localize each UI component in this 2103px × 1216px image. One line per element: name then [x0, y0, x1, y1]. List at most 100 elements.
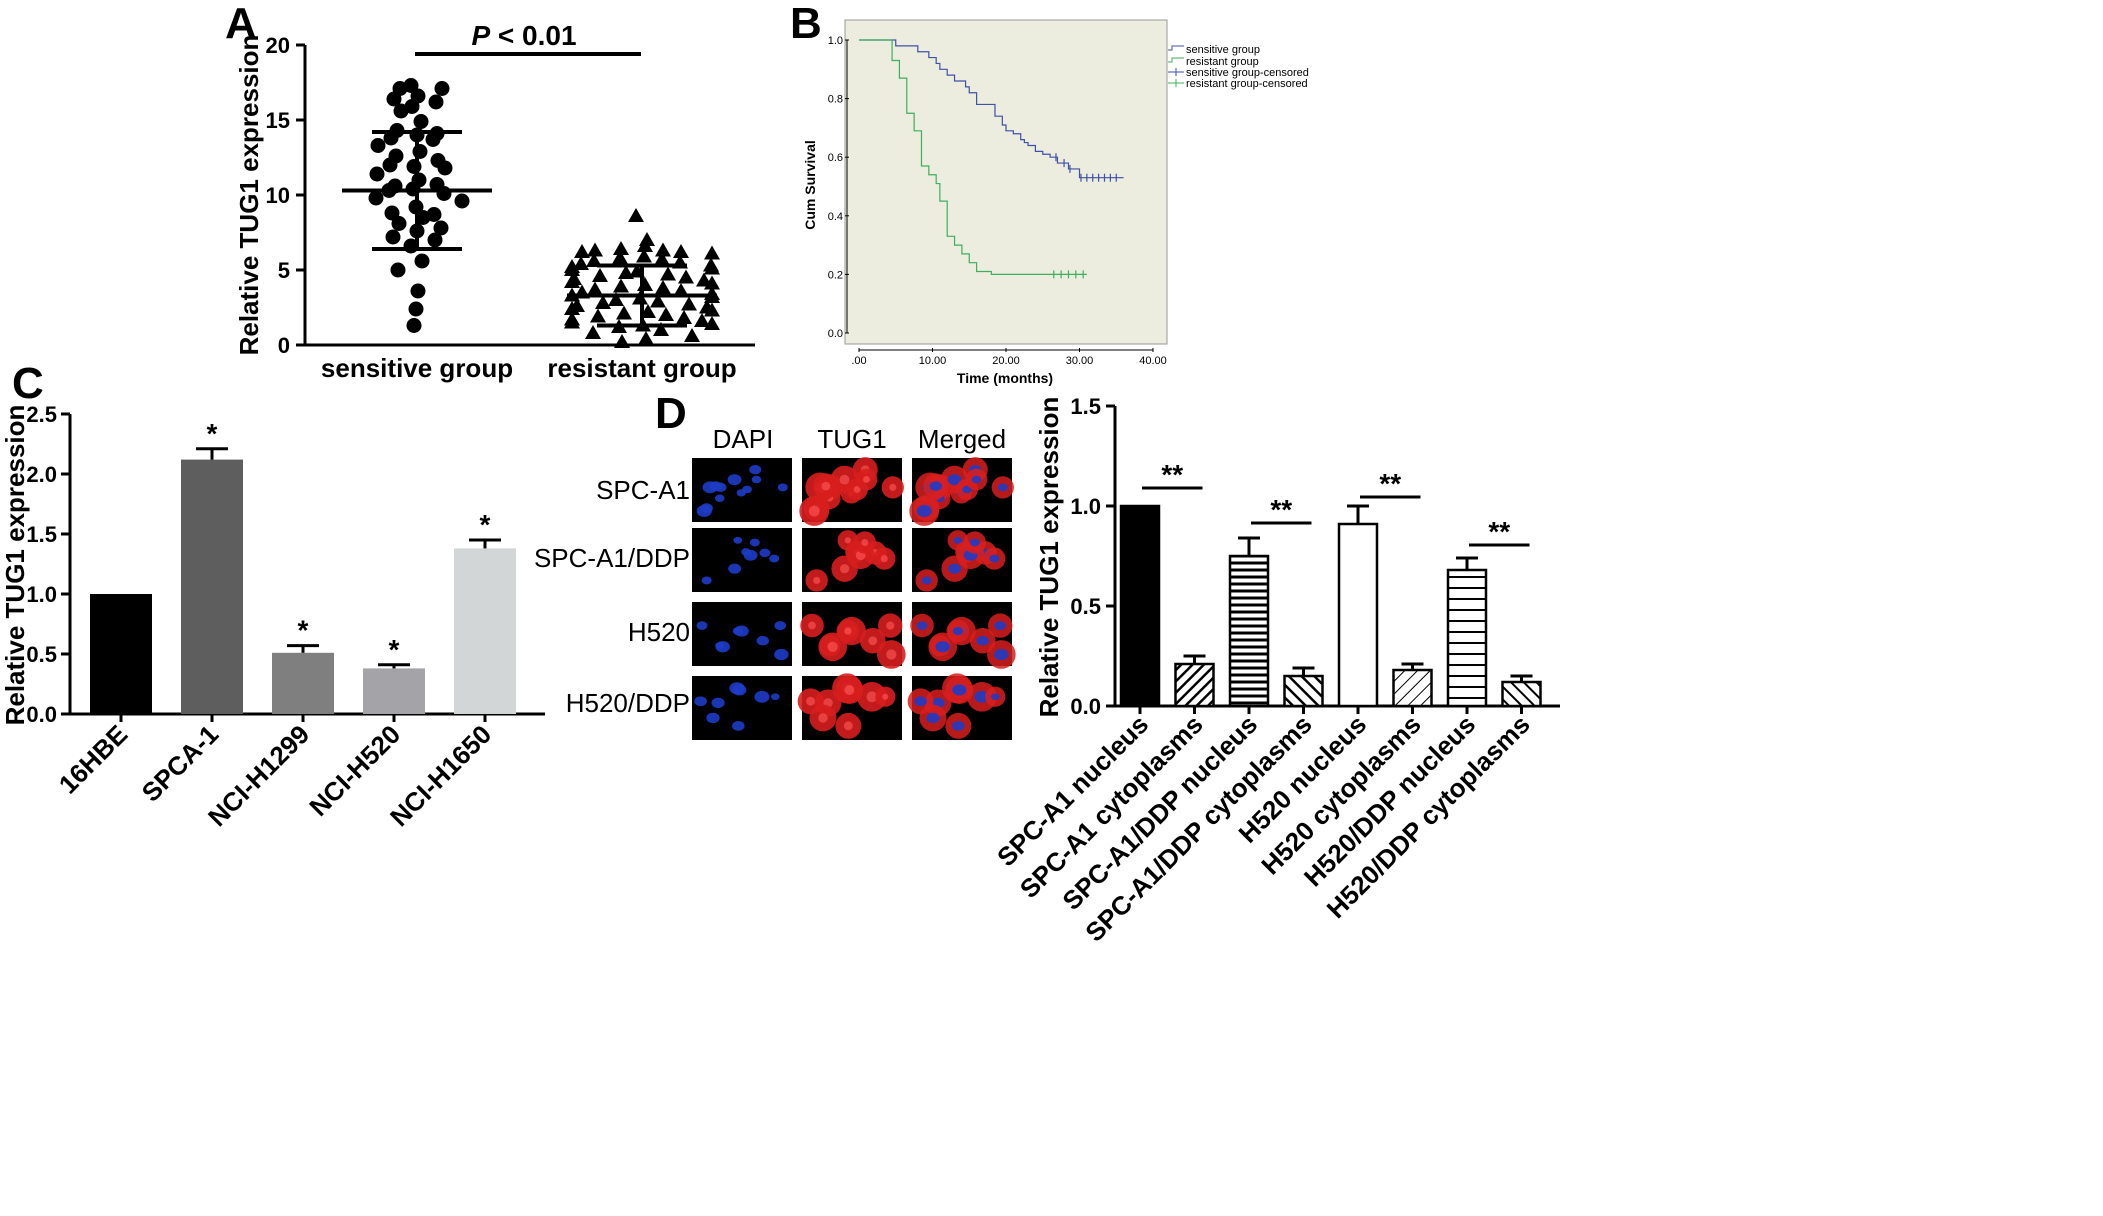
panel-a-point-resistant — [613, 241, 629, 255]
panel-a-point-resistant — [638, 331, 654, 345]
panel-a-point-resistant — [628, 208, 644, 222]
panel-b-series-resistant — [859, 39, 1087, 275]
panel-a-point-resistant — [585, 325, 601, 339]
panel-b-y-tick-label: 0.6 — [828, 152, 843, 164]
panel-a-point-resistant — [704, 260, 720, 275]
panel-b-legend-label-sensitive: sensitive group — [1186, 44, 1260, 56]
panel-d-bar — [1392, 668, 1433, 708]
panel-a-point-resistant — [614, 334, 630, 348]
panel-d-bar — [1283, 674, 1324, 708]
panel-letter-d: D — [655, 389, 687, 438]
panel-a-point-resistant — [684, 328, 700, 342]
panel-a-y-tick-label: 10 — [266, 183, 290, 208]
panel-b-x-tick-label: 40.00 — [1139, 355, 1167, 367]
microscopy-tile-h520-ddp-dapi — [692, 676, 792, 740]
panel-a-point-resistant — [613, 278, 629, 293]
panel-b-legend-swatch-resistant-censored — [1168, 79, 1184, 87]
panel-a-point-resistant — [592, 268, 608, 282]
microscopy-tile-spc-a1-ddp-dapi — [692, 528, 792, 592]
panel-d-bar — [1446, 568, 1488, 708]
panel-b-legend-label-resistant-censored: resistant group-censored — [1186, 78, 1308, 90]
microscopy-tile-h520-merged — [910, 602, 1016, 669]
microscopy-tile-h520-ddp-merged — [907, 673, 1012, 740]
panel-a-point-resistant — [655, 280, 671, 294]
microscopy-tile-h520-dapi — [692, 602, 792, 666]
microscopy-tile-spc-a1-ddp-tug1 — [802, 528, 902, 592]
microscopy-tile-h520-tug1 — [800, 602, 906, 669]
panel-a-point-sensitive — [382, 157, 398, 173]
panel-d-microscopy-grid: DAPI TUG1 Merged SPC-A1 SPC-A1/DDP H520 … — [534, 424, 1016, 740]
panel-c-category-label: SPCA-1 — [136, 719, 225, 808]
panel-a-point-sensitive — [393, 103, 409, 119]
panel-a-point-sensitive — [437, 160, 453, 176]
panel-a-point-resistant — [590, 308, 606, 323]
panel-d-bar — [1174, 662, 1215, 708]
panel-b-x-tick-label: .00 — [851, 355, 866, 367]
panel-a-point-resistant — [636, 248, 652, 263]
panel-b-legend: sensitive group resistant group sensitiv… — [1168, 44, 1309, 90]
panel-b-legend-swatch-resistant — [1168, 57, 1184, 63]
panel-c-y-axis-title: Relative TUG1 expression — [0, 405, 30, 726]
microscopy-tile-spc-a1-ddp-merged — [912, 528, 1012, 592]
panel-a-point-resistant — [673, 244, 689, 258]
panel-b-plot-area — [844, 19, 1168, 345]
panel-a-point-resistant — [681, 296, 697, 311]
panel-a-point-resistant — [573, 256, 589, 270]
panel-a-point-resistant — [587, 242, 603, 257]
panel-a-point-resistant — [587, 281, 603, 296]
panel-a-point-sensitive — [406, 159, 422, 174]
panel-b-x-tick-label: 30.00 — [1066, 355, 1094, 367]
microscopy-row-label-spc-a1-ddp: SPC-A1/DDP — [534, 543, 690, 573]
microscopy-row-label-spc-a1: SPC-A1 — [596, 475, 690, 505]
microscopy-tile-spc-a1-tug1 — [799, 457, 904, 526]
panel-a-point-resistant — [616, 305, 632, 320]
microscopy-row-label-h520-ddp: H520/DDP — [566, 688, 690, 718]
microscopy-row-label-h520: H520 — [628, 617, 690, 647]
panel-a-point-resistant — [653, 322, 669, 336]
panel-a-y-tick-label: 15 — [266, 108, 290, 133]
panel-a-point-sensitive — [427, 232, 443, 248]
panel-c-y-tick-label: 0.5 — [26, 642, 57, 667]
panel-c-bar-nci-h1650 — [454, 548, 516, 714]
panel-d-y-axis-title: Relative TUG1 expression — [1034, 397, 1064, 718]
panel-d-bar-chart: Relative TUG1 expression 0.00.51.01.5SPC… — [991, 394, 1560, 948]
panel-a-y-tick-label: 20 — [266, 33, 290, 58]
panel-a-point-resistant — [704, 302, 720, 317]
microscopy-column-label-merged: Merged — [918, 424, 1006, 454]
panel-a-significance-label: P < 0.01 — [471, 20, 576, 51]
panel-a-y-tick-label: 5 — [278, 258, 290, 283]
panel-a-point-resistant — [564, 314, 580, 329]
panel-c-bar-chart: Relative TUG1 expression 0.0 0.5 1.0 1.5 2.0… — [0, 402, 545, 832]
panel-c-significance-mark: * — [298, 615, 309, 646]
panel-b-y-tick-label: 0.2 — [828, 269, 843, 281]
panel-a-point-sensitive — [412, 144, 428, 159]
panel-letter-c: C — [12, 359, 44, 408]
panel-b-y-tick-label: 0.4 — [828, 211, 843, 223]
panel-a-point-resistant — [704, 245, 720, 260]
panel-a-point-sensitive — [368, 190, 384, 206]
panel-a-point-sensitive — [383, 130, 399, 146]
panel-a-point-resistant — [637, 238, 653, 252]
panel-a-point-sensitive — [414, 253, 430, 269]
panel-c-bar-spca-1 — [181, 459, 243, 714]
panel-a-point-resistant — [608, 292, 624, 306]
panel-d-y-tick-label: 0.0 — [1070, 694, 1101, 719]
panel-c-bar-nci-h1299 — [272, 652, 334, 714]
panel-d-significance-mark: ** — [1379, 468, 1401, 499]
panel-c-y-tick-label: 1.5 — [26, 522, 57, 547]
panel-letter-a: A — [225, 0, 257, 48]
panel-a-point-resistant — [676, 310, 692, 324]
panel-c-y-tick-label: 2.5 — [26, 402, 57, 427]
panel-a-point-sensitive — [413, 114, 429, 129]
panel-a-point-sensitive — [385, 229, 401, 245]
panel-c-significance-mark: * — [389, 634, 400, 665]
panel-c-y-tick-label: 0.0 — [26, 702, 57, 727]
panel-d-bar — [1228, 554, 1270, 708]
panel-c-significance-mark: * — [480, 509, 491, 540]
panel-a-y-tick-label: 0 — [278, 333, 290, 358]
panel-b-x-axis-title: Time (months) — [957, 370, 1053, 386]
microscopy-tile-h520-ddp-tug1 — [797, 673, 902, 740]
panel-a-point-resistant — [618, 265, 634, 279]
panel-b-x-tick-label: 10.00 — [919, 355, 947, 367]
